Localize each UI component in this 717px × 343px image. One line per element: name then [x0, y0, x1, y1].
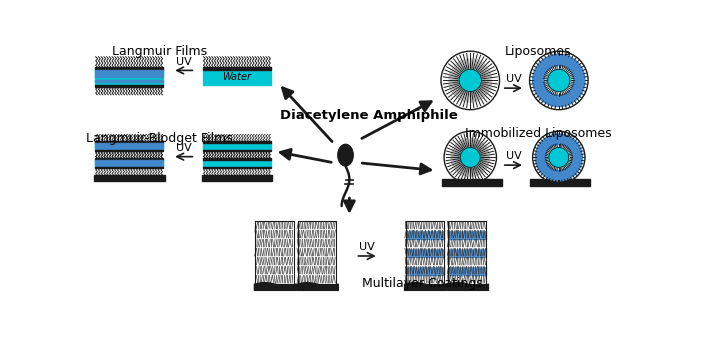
- Bar: [406, 229, 444, 239]
- Bar: [95, 143, 163, 144]
- Ellipse shape: [338, 144, 353, 166]
- Bar: [448, 275, 486, 284]
- Circle shape: [530, 51, 588, 110]
- Bar: [95, 143, 163, 150]
- Bar: [203, 158, 271, 160]
- Text: Multilayer Coatings: Multilayer Coatings: [362, 277, 483, 290]
- Bar: [95, 141, 163, 143]
- Bar: [298, 266, 336, 275]
- Bar: [95, 167, 163, 168]
- Text: UV: UV: [176, 57, 191, 67]
- Bar: [406, 275, 444, 284]
- Circle shape: [444, 131, 496, 184]
- Text: UV: UV: [359, 242, 375, 252]
- Text: UV: UV: [505, 74, 521, 84]
- Bar: [94, 175, 165, 181]
- Bar: [95, 150, 163, 151]
- Bar: [255, 229, 294, 239]
- Bar: [95, 74, 163, 76]
- Bar: [448, 239, 486, 248]
- Bar: [95, 162, 163, 163]
- Bar: [448, 229, 486, 239]
- Bar: [406, 248, 444, 257]
- Bar: [406, 221, 444, 284]
- Bar: [255, 248, 294, 257]
- Bar: [406, 221, 444, 229]
- Bar: [255, 266, 294, 275]
- Bar: [95, 164, 163, 166]
- Bar: [406, 257, 444, 266]
- Bar: [203, 143, 271, 150]
- Bar: [203, 167, 271, 168]
- Bar: [95, 80, 163, 82]
- Bar: [95, 67, 163, 70]
- Bar: [203, 160, 271, 167]
- Bar: [95, 158, 163, 160]
- Bar: [406, 239, 444, 248]
- Text: Immobilized Liposomes: Immobilized Liposomes: [465, 127, 612, 140]
- Bar: [298, 239, 336, 248]
- Bar: [255, 221, 294, 229]
- Bar: [531, 179, 590, 186]
- Bar: [255, 275, 294, 284]
- Bar: [255, 239, 294, 248]
- Circle shape: [549, 147, 569, 167]
- Bar: [442, 179, 502, 186]
- Text: Langmuir Films: Langmuir Films: [112, 45, 206, 58]
- Bar: [448, 248, 486, 257]
- Bar: [255, 257, 294, 266]
- Bar: [95, 145, 163, 146]
- Bar: [406, 266, 444, 275]
- Text: Liposomes: Liposomes: [505, 45, 571, 58]
- Bar: [298, 221, 336, 229]
- Bar: [203, 141, 271, 143]
- Circle shape: [533, 131, 585, 184]
- Bar: [448, 266, 486, 275]
- Bar: [448, 257, 486, 266]
- Text: Diacetylene Amphiphile: Diacetylene Amphiphile: [280, 109, 457, 122]
- Circle shape: [460, 147, 480, 167]
- Circle shape: [548, 69, 570, 92]
- Bar: [95, 147, 163, 149]
- Bar: [298, 275, 336, 284]
- Bar: [298, 257, 336, 266]
- Text: UV: UV: [505, 151, 521, 161]
- Bar: [95, 160, 163, 167]
- Bar: [95, 85, 163, 87]
- Bar: [448, 221, 486, 284]
- Bar: [201, 175, 272, 181]
- Circle shape: [441, 51, 500, 110]
- Bar: [255, 221, 294, 284]
- Circle shape: [459, 69, 481, 92]
- Text: Langmuir-Blodget Films: Langmuir-Blodget Films: [86, 132, 232, 145]
- Bar: [298, 229, 336, 239]
- Text: Water: Water: [222, 72, 252, 82]
- Bar: [448, 221, 486, 229]
- Bar: [95, 70, 163, 85]
- Bar: [298, 221, 336, 284]
- Bar: [203, 70, 271, 85]
- Bar: [95, 70, 163, 73]
- Bar: [298, 248, 336, 257]
- Bar: [203, 150, 271, 151]
- Bar: [203, 67, 271, 70]
- Text: UV: UV: [176, 143, 191, 153]
- Bar: [95, 160, 163, 161]
